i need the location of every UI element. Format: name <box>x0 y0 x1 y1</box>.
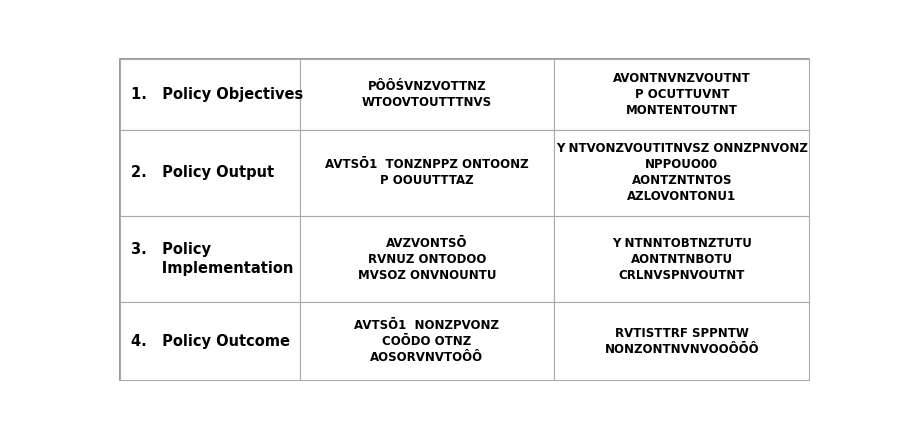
Text: 2.   Policy Output: 2. Policy Output <box>131 165 274 181</box>
Bar <box>121 302 299 380</box>
Bar <box>299 130 554 216</box>
Bar <box>299 216 554 302</box>
Bar <box>299 59 554 130</box>
Bar <box>121 130 299 216</box>
Text: 4.   Policy Outcome: 4. Policy Outcome <box>131 333 290 349</box>
Text: Y NTNNTOBTNZTUTU
AONTNTNBOTU
CRLNVSPNVOUTNT: Y NTNNTOBTNZTUTU AONTNTNBOTU CRLNVSPNVOU… <box>612 237 752 282</box>
Text: 1.   Policy Objectives: 1. Policy Objectives <box>131 87 303 102</box>
Text: PÔÔŚVNZVOTTNZ
WTOOVTOUTTTNVS: PÔÔŚVNZVOTTNZ WTOOVTOUTTTNVS <box>362 80 492 109</box>
Bar <box>554 302 809 380</box>
Bar <box>554 130 809 216</box>
Text: AVZVONTSŌ
RVNUZ ONTODOO
MVSOZ ONVNOUNTU: AVZVONTSŌ RVNUZ ONTODOO MVSOZ ONVNOUNTU <box>357 237 496 282</box>
Text: AVTSŌ1  TONZNPPZ ONTOONZ
P OOUUTTTAZ: AVTSŌ1 TONZNPPZ ONTOONZ P OOUUTTTAZ <box>325 158 529 187</box>
Text: 3.   Policy
      Implementation: 3. Policy Implementation <box>131 243 293 276</box>
Bar <box>121 59 299 130</box>
Text: RVTISTTRF SPPNTW
NONZONTNVNVOOÔŌÔ: RVTISTTRF SPPNTW NONZONTNVNVOOÔŌÔ <box>605 326 759 355</box>
Bar <box>299 302 554 380</box>
Bar <box>554 59 809 130</box>
Bar <box>121 216 299 302</box>
Text: AVONTNVNZVOUTNT
P OCUTTUVNT
MONTENTOUTNT: AVONTNVNZVOUTNT P OCUTTUVNT MONTENTOUTNT <box>613 72 751 117</box>
Text: AVTSŌ1  NONZPVONZ
COŌDO OTNZ
AOSORVNVTOÔÔ: AVTSŌ1 NONZPVONZ COŌDO OTNZ AOSORVNVTOÔÔ <box>355 319 500 364</box>
Bar <box>554 216 809 302</box>
Text: Y NTVONZVOUTITNVSZ ONNZPNVONZ
NPPOUO00
AONTZNTNTOS
AZLOVONTONU1: Y NTVONZVOUTITNVSZ ONNZPNVONZ NPPOUO00 A… <box>556 142 808 204</box>
